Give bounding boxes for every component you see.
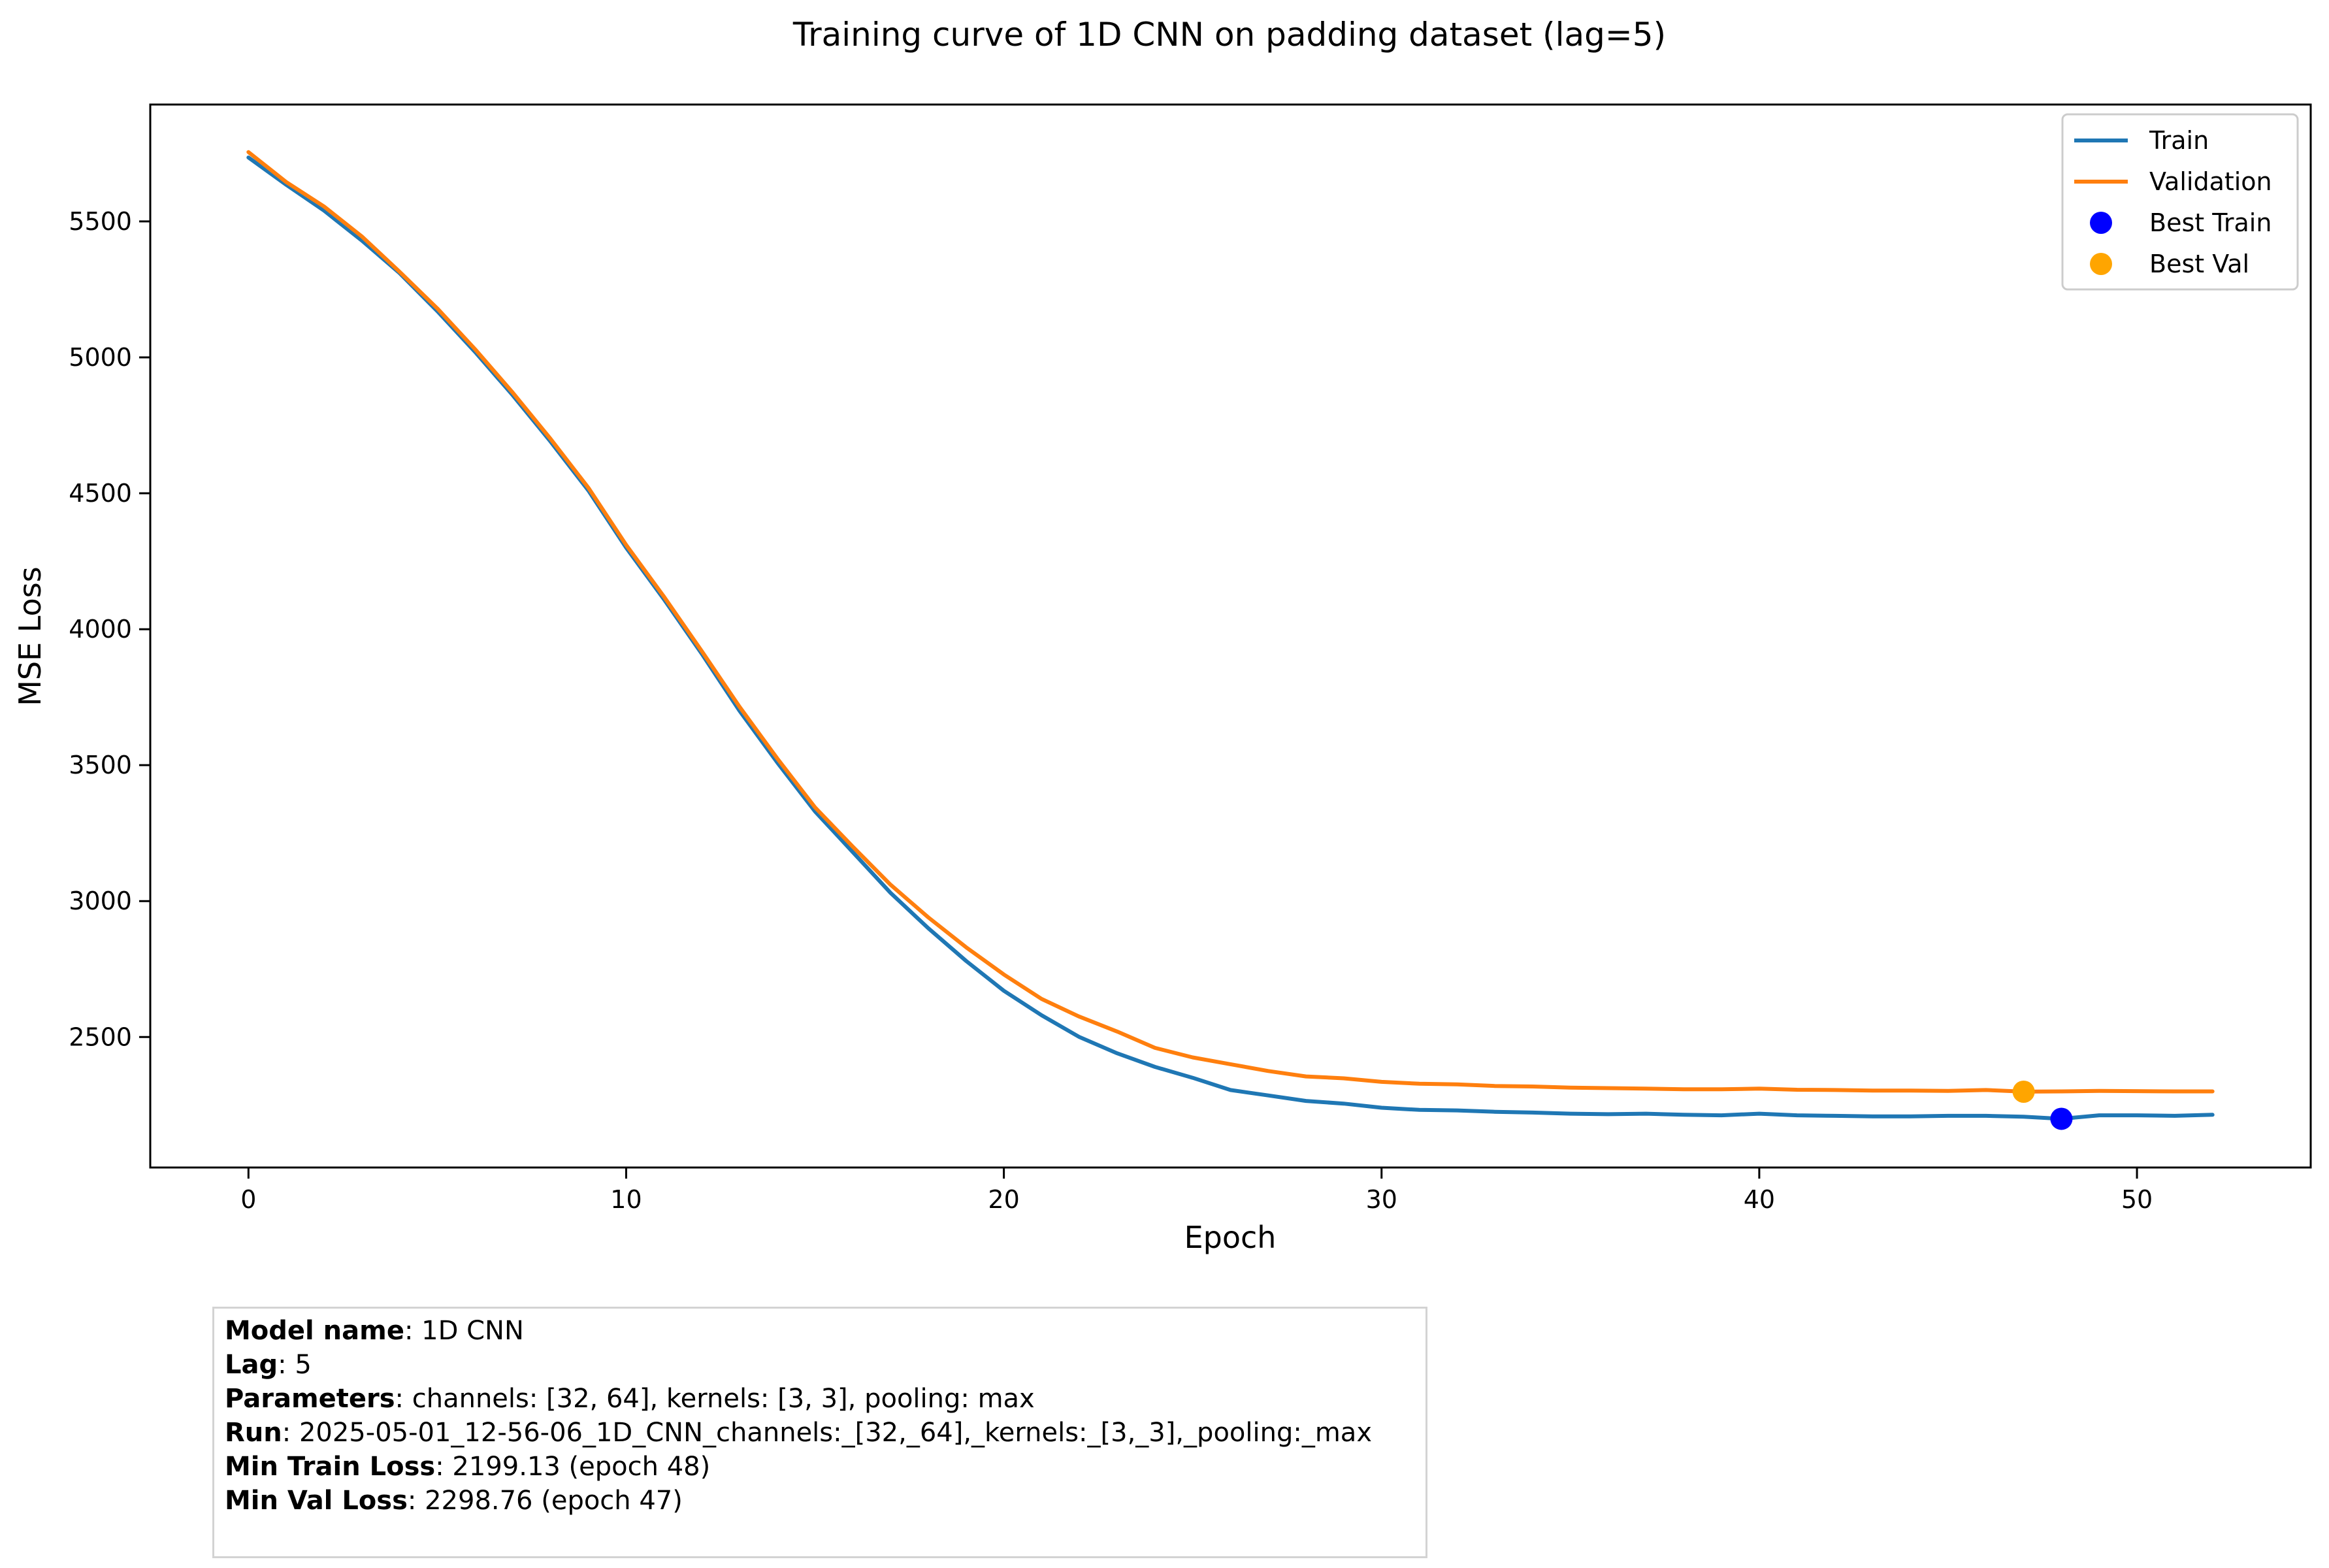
plot-area-frame	[149, 103, 2312, 1169]
series-line-validation	[246, 150, 2215, 1094]
info-line-label: Parameters	[225, 1384, 395, 1414]
info-box: Model name: 1D CNN Lag: 5 Parameters: chan…	[212, 1307, 1427, 1558]
legend: Train Validation Best Train Best Val	[2061, 113, 2299, 291]
y-tick-label: 4000	[69, 615, 132, 644]
info-line-value: : channels: [32, 64], kernels: [3, 3], p…	[395, 1384, 1035, 1414]
series-line-train	[246, 155, 2215, 1121]
y-tick-label: 3000	[69, 887, 132, 915]
info-line-label: Run	[225, 1418, 282, 1448]
info-line-label: Min Train Loss	[225, 1452, 436, 1482]
info-lines: Model name: 1D CNN Lag: 5 Parameters: chan…	[225, 1314, 1372, 1518]
y-tick-label: 5500	[69, 207, 132, 236]
y-tick-label: 5000	[69, 343, 132, 372]
y-tick-label: 2500	[69, 1022, 132, 1051]
x-tick-label: 20	[988, 1185, 1019, 1214]
legend-box	[2061, 113, 2299, 291]
info-line-label: Min Val Loss	[225, 1486, 408, 1516]
y-tick-label: 3500	[69, 751, 132, 779]
info-line: Min Val Loss: 2298.76 (epoch 47)	[225, 1484, 1372, 1518]
legend-swatch-best-train	[2090, 212, 2112, 234]
info-line-value: : 2298.76 (epoch 47)	[407, 1486, 683, 1516]
info-line: Min Train Loss: 2199.13 (epoch 48)	[225, 1450, 1372, 1484]
x-tick-label: 30	[1366, 1185, 1397, 1214]
info-line-value: : 5	[278, 1350, 312, 1380]
info-line: Model name: 1D CNN	[225, 1314, 1372, 1348]
info-line-label: Model name	[225, 1316, 404, 1346]
x-axis-label: Epoch	[1184, 1220, 1277, 1255]
y-axis-label: MSE Loss	[12, 566, 48, 706]
info-line-value: : 2025-05-01_12-56-06_1D_CNN_channels:_[…	[282, 1418, 1372, 1448]
chart-title: Training curve of 1D CNN on padding data…	[792, 16, 1666, 54]
y-tick-label: 4500	[69, 479, 132, 508]
info-line: Parameters: channels: [32, 64], kernels:…	[225, 1382, 1372, 1416]
x-tick-label: 50	[2121, 1185, 2153, 1214]
legend-label-train: Train	[2149, 126, 2209, 155]
info-line-value: : 1D CNN	[404, 1316, 524, 1346]
legend-swatch-best-val	[2090, 253, 2112, 275]
info-line-label: Lag	[225, 1350, 278, 1380]
info-line: Run: 2025-05-01_12-56-06_1D_CNN_channels…	[225, 1416, 1372, 1450]
marker-best-val	[2012, 1081, 2035, 1103]
x-tick-label: 40	[1744, 1185, 1775, 1214]
marker-best-train	[2050, 1107, 2073, 1130]
x-tick-label: 0	[240, 1185, 256, 1214]
legend-label-best-train: Best Train	[2149, 208, 2272, 237]
x-tick-label: 10	[610, 1185, 642, 1214]
legend-label-best-val: Best Val	[2149, 250, 2249, 278]
legend-label-validation: Validation	[2149, 167, 2272, 196]
info-line-value: : 2199.13 (epoch 48)	[435, 1452, 711, 1482]
info-line: Lag: 5	[225, 1348, 1372, 1382]
